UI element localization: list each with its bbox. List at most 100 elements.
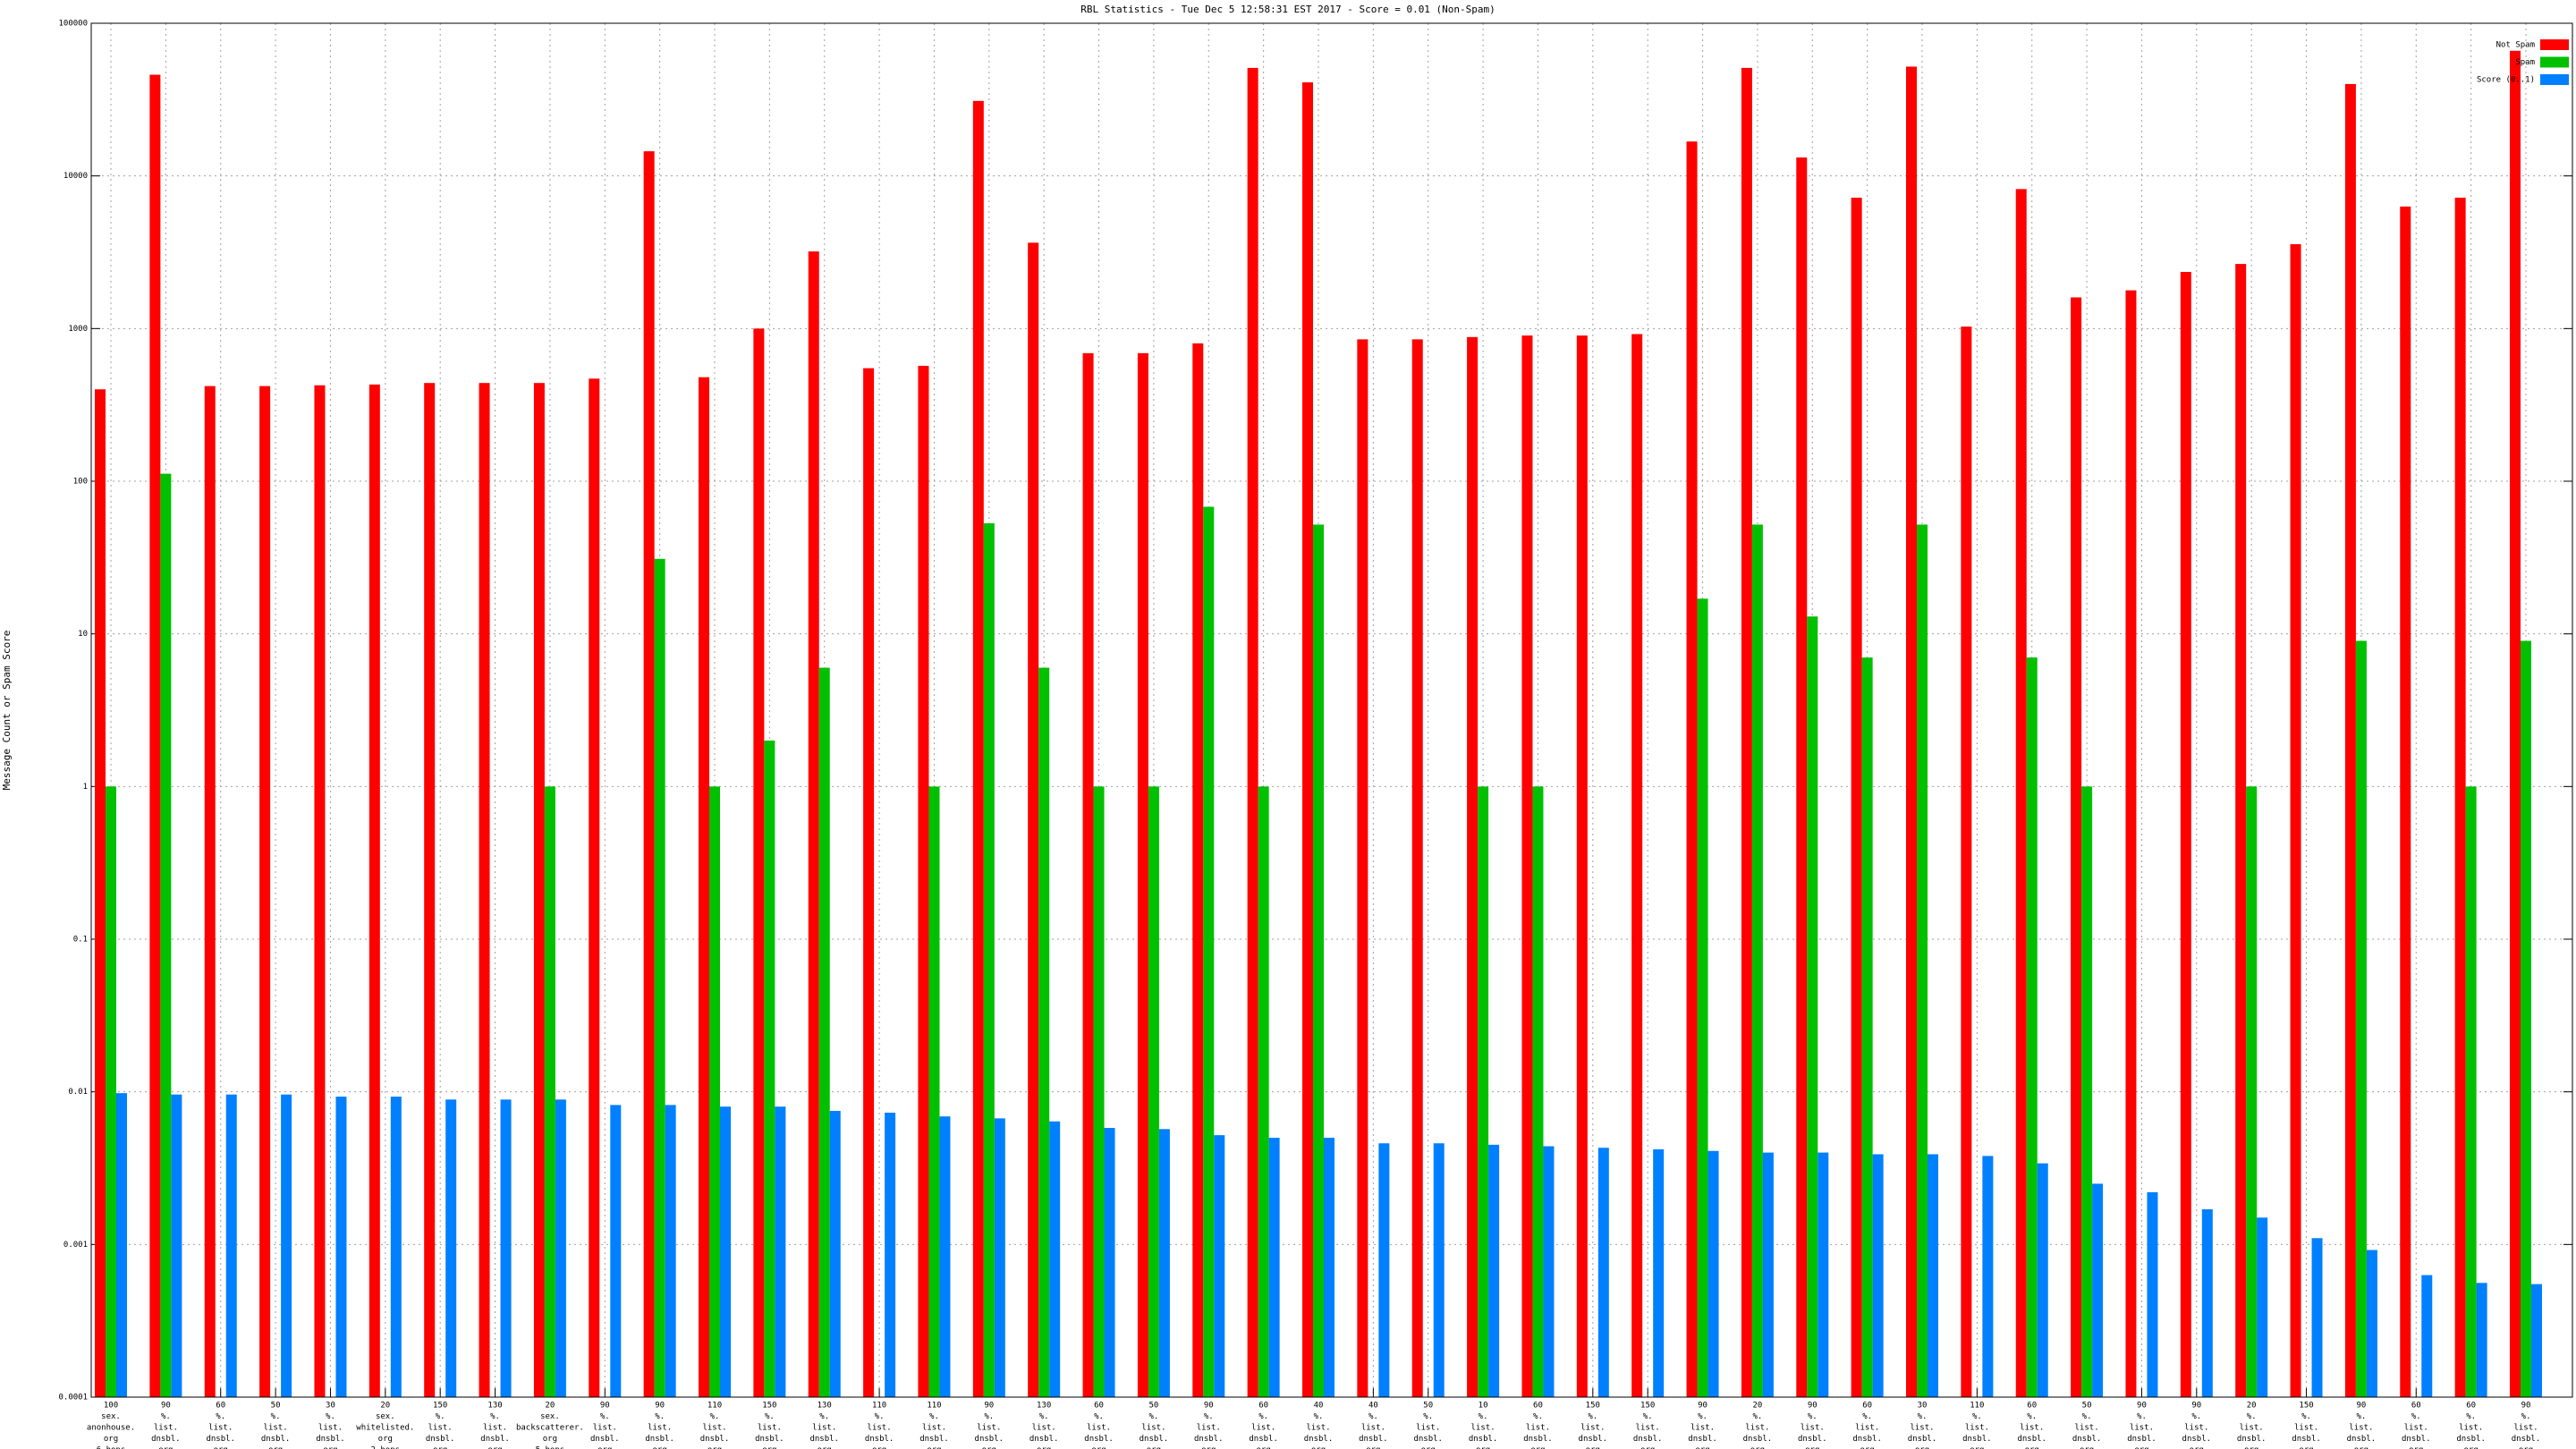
bar [1148, 786, 1159, 1397]
bar [424, 383, 436, 1397]
bar [2201, 1209, 2213, 1397]
bar [939, 1116, 951, 1397]
x-tick-label: org [1201, 1446, 1216, 1449]
bar [1818, 1152, 1829, 1397]
bar [2125, 290, 2137, 1398]
x-tick-label: org [1750, 1446, 1765, 1449]
x-tick-label: list. [2294, 1424, 2318, 1433]
x-tick-label: dnsbl. [1194, 1435, 1224, 1444]
x-tick-label: %. [875, 1412, 885, 1421]
x-tick-label: org [597, 1446, 612, 1449]
bar [1247, 67, 1258, 1398]
x-tick-label: list. [2349, 1424, 2373, 1433]
bar [1049, 1121, 1061, 1397]
bar [1192, 343, 1204, 1397]
x-tick-label: dnsbl. [1249, 1435, 1278, 1444]
bar [720, 1106, 731, 1397]
x-tick-label: dnsbl. [1304, 1435, 1334, 1444]
bar [171, 1094, 182, 1397]
bar [533, 383, 545, 1397]
bar [885, 1112, 896, 1397]
x-tick-label: 30 [1918, 1402, 1928, 1411]
x-tick-label: org [2190, 1446, 2204, 1449]
x-tick-label: dnsbl. [426, 1435, 455, 1444]
bar [1762, 1152, 1774, 1397]
x-tick-label: list. [1416, 1424, 1440, 1433]
x-tick-label: %. [2137, 1412, 2147, 1421]
x-tick-label: %. [216, 1412, 225, 1421]
chart-title: RBL Statistics - Tue Dec 5 12:58:31 EST … [1080, 4, 1496, 15]
bar [2400, 206, 2411, 1397]
x-tick-label: 60 [1258, 1402, 1268, 1411]
x-tick-label: 110 [927, 1402, 941, 1411]
bar [1478, 786, 1489, 1397]
bar [1917, 524, 1928, 1397]
x-tick-label: %. [1533, 1412, 1543, 1421]
y-tick-label: 0.1 [73, 936, 88, 945]
x-tick-label: 90 [1698, 1402, 1707, 1411]
bar [1851, 198, 1862, 1397]
x-tick-label: %. [1368, 1412, 1378, 1421]
x-tick-label: list. [1580, 1424, 1605, 1433]
x-tick-label: org [2244, 1446, 2258, 1449]
x-tick-label: list. [2075, 1424, 2099, 1433]
x-tick-label: %. [1918, 1412, 1928, 1421]
x-tick-label: dnsbl. [809, 1435, 839, 1444]
x-tick-label: 2 hops [371, 1446, 401, 1449]
bar [829, 1110, 841, 1397]
x-tick-label: list. [2240, 1424, 2264, 1433]
x-tick-label: org [433, 1446, 447, 1449]
x-tick-label: %. [1423, 1412, 1433, 1421]
bar [1521, 335, 1533, 1398]
bar [1302, 82, 1313, 1398]
x-tick-label: 20 [545, 1402, 555, 1411]
bar [1488, 1144, 1500, 1397]
bar [1597, 1148, 1609, 1397]
x-tick-label: 130 [818, 1402, 832, 1411]
x-tick-label: %. [1148, 1412, 1158, 1421]
bar [918, 365, 929, 1398]
x-tick-label: %. [1204, 1412, 1214, 1421]
x-tick-label: dnsbl. [645, 1435, 674, 1444]
bar [1324, 1138, 1335, 1397]
y-tick-label: 10000 [64, 172, 88, 181]
x-tick-label: list. [318, 1424, 343, 1433]
bar [654, 558, 665, 1397]
bar [753, 328, 765, 1397]
x-tick-label: list. [593, 1424, 617, 1433]
x-tick-label: list. [1855, 1424, 1879, 1433]
bar [2180, 272, 2191, 1398]
x-tick-label: dnsbl. [2072, 1435, 2102, 1444]
bar [2081, 786, 2093, 1397]
x-tick-label: dnsbl. [2512, 1435, 2541, 1444]
x-tick-label: 110 [708, 1402, 722, 1411]
x-tick-label: org [158, 1446, 173, 1449]
x-tick-label: 20 [1752, 1402, 1762, 1411]
x-tick-label: org [1366, 1446, 1380, 1449]
bar [106, 786, 116, 1397]
x-tick-label: dnsbl. [1633, 1435, 1663, 1444]
x-tick-label: %. [2356, 1412, 2366, 1421]
x-tick-label: 50 [2082, 1402, 2092, 1411]
x-tick-label: list. [483, 1424, 507, 1433]
x-tick-label: dnsbl. [2017, 1435, 2046, 1444]
x-tick-label: 20 [380, 1402, 390, 1411]
x-tick-label: 150 [2299, 1402, 2313, 1411]
bar [1751, 524, 1763, 1397]
x-tick-label: 60 [1533, 1402, 1543, 1411]
x-tick-label: 150 [1586, 1402, 1600, 1411]
y-tick-label: 1 [83, 783, 88, 792]
x-tick-label: 90 [655, 1402, 665, 1411]
x-tick-label: 110 [872, 1402, 886, 1411]
bar [1038, 667, 1050, 1397]
x-tick-label: list. [1690, 1424, 1715, 1433]
bar [1433, 1143, 1445, 1397]
x-tick-label: list. [1087, 1424, 1111, 1433]
x-tick-label: list. [1471, 1424, 1496, 1433]
bar [1357, 339, 1368, 1398]
bar [1576, 335, 1588, 1398]
bar [2071, 297, 2082, 1398]
x-tick-label: 90 [1808, 1402, 1818, 1411]
x-tick-label: dnsbl. [1743, 1435, 1773, 1444]
x-tick-label: %. [1972, 1412, 1982, 1421]
